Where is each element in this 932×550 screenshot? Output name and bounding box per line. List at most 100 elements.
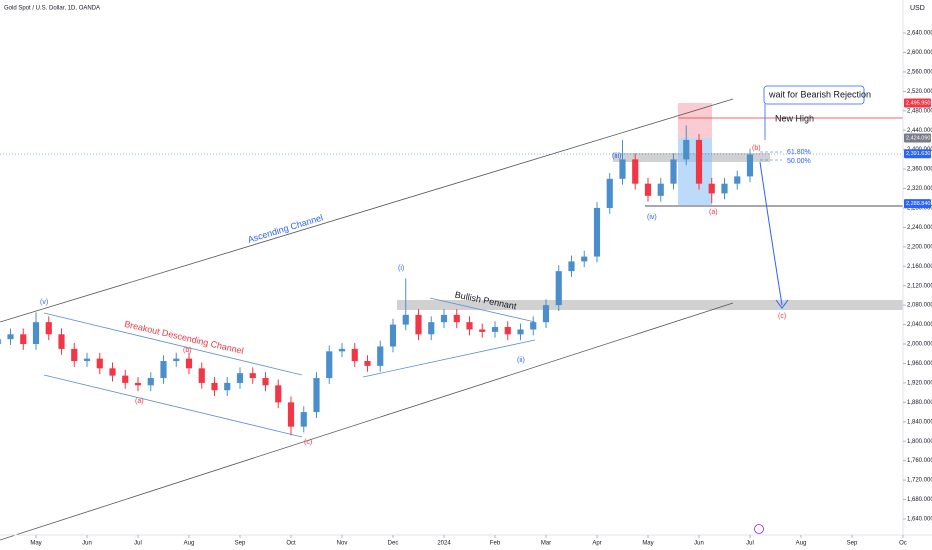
price-label: 2,424.090 bbox=[906, 135, 930, 141]
candle bbox=[466, 316, 473, 336]
price-label: 2,288.840 bbox=[906, 201, 930, 207]
pennant-upper bbox=[429, 297, 536, 323]
y-tick-label: 1,880.000 bbox=[907, 400, 932, 406]
candle-body bbox=[45, 322, 52, 335]
candle-body bbox=[389, 324, 397, 347]
candle bbox=[96, 352, 103, 375]
reward-box bbox=[678, 138, 712, 205]
y-tick-label: 2,640.000 bbox=[907, 31, 932, 37]
wave-labels: (v) (a) (b) (c) (i) (ii) (iii) (iv) (a) … bbox=[40, 145, 786, 446]
candle bbox=[708, 177, 715, 204]
candle-body bbox=[351, 348, 358, 362]
wave-label: (v) bbox=[40, 299, 48, 306]
x-tick-label: Mar bbox=[541, 541, 551, 547]
candle-body bbox=[530, 322, 537, 330]
candle bbox=[504, 321, 511, 341]
x-tick-label: Aug bbox=[184, 541, 195, 547]
candle bbox=[491, 321, 499, 338]
event-icon[interactable] bbox=[754, 524, 764, 534]
candle-body bbox=[695, 139, 703, 184]
x-tick-label: Apr bbox=[592, 541, 601, 547]
channel-lower bbox=[0, 302, 734, 541]
candle bbox=[262, 372, 269, 392]
candle-body bbox=[440, 314, 448, 323]
candle bbox=[581, 250, 588, 268]
candle-body bbox=[683, 139, 690, 160]
candle bbox=[122, 369, 129, 389]
x-tick-label: Jun bbox=[82, 541, 92, 547]
candle-body bbox=[198, 368, 205, 383]
x-tick-label: 2024 bbox=[437, 541, 451, 547]
candle bbox=[670, 153, 677, 190]
candle bbox=[7, 328, 14, 346]
currency: USD bbox=[910, 5, 925, 12]
wave-label: (b) bbox=[183, 347, 192, 354]
callout-text: wait for Bearish Rejection bbox=[768, 89, 871, 99]
candle bbox=[224, 377, 231, 397]
candle-body bbox=[734, 176, 741, 184]
candle bbox=[147, 372, 154, 392]
x-tick-label: Jul bbox=[134, 541, 142, 547]
y-tick-label: 2,360.000 bbox=[907, 167, 932, 173]
y-tick-label: 1,720.000 bbox=[907, 478, 932, 484]
candle bbox=[326, 345, 333, 384]
y-tick-label: 2,200.000 bbox=[907, 244, 932, 250]
x-tick-label: Jun bbox=[694, 541, 704, 547]
candle-body bbox=[224, 382, 231, 391]
candle bbox=[32, 312, 40, 350]
candle bbox=[542, 299, 550, 328]
candle-body bbox=[721, 183, 728, 194]
candle-body bbox=[338, 348, 346, 352]
candle-body bbox=[593, 207, 601, 257]
candle-body bbox=[517, 329, 524, 335]
risk-box bbox=[678, 103, 712, 138]
y-tick-label: 2,480.000 bbox=[907, 108, 932, 114]
y-tick-label: 1,760.000 bbox=[907, 458, 932, 464]
wave-label: (c) bbox=[304, 439, 312, 446]
desc-channel-lower bbox=[43, 374, 303, 438]
candle bbox=[593, 202, 601, 263]
candle-body bbox=[619, 159, 626, 179]
wave-label: (b) bbox=[752, 145, 761, 152]
candle bbox=[45, 316, 52, 341]
candle-body bbox=[7, 334, 14, 340]
candle bbox=[275, 379, 282, 409]
y-tick-label: 1,840.000 bbox=[907, 419, 932, 425]
candle-body bbox=[568, 261, 575, 272]
candle-body bbox=[300, 412, 307, 427]
x-tick-label: Aug bbox=[796, 541, 807, 547]
price-label-bg bbox=[904, 199, 931, 209]
wave-label: (iv) bbox=[647, 214, 657, 221]
candle bbox=[211, 377, 218, 397]
candle-body bbox=[606, 178, 613, 208]
callout-box bbox=[763, 85, 865, 105]
y-tick-label: 2,160.000 bbox=[907, 264, 932, 270]
x-tick-label: Sep bbox=[847, 541, 858, 547]
candle-body bbox=[147, 378, 154, 386]
candle bbox=[606, 172, 613, 214]
candle-body bbox=[71, 348, 78, 362]
candle bbox=[530, 316, 537, 336]
price-label-bg bbox=[904, 133, 931, 143]
wave-label: (c) bbox=[778, 313, 786, 320]
y-tick-label: 2,240.000 bbox=[907, 225, 932, 231]
candle bbox=[695, 134, 703, 190]
y-tick-label: 2,320.000 bbox=[907, 186, 932, 192]
price-label: 2,495.950 bbox=[906, 100, 930, 106]
candle-body bbox=[122, 375, 129, 383]
candle-body bbox=[746, 154, 754, 177]
candle bbox=[721, 177, 728, 200]
desc-channel-upper bbox=[43, 312, 303, 376]
candle-body bbox=[275, 385, 282, 403]
wave-label: (a) bbox=[135, 398, 144, 405]
x-tick-label: Oc bbox=[899, 541, 907, 547]
chart-title: Gold Spot / U.S. Dollar, 1D, OANDA bbox=[4, 6, 100, 12]
y-tick-label: 2,560.000 bbox=[907, 69, 932, 75]
candle bbox=[83, 352, 91, 367]
price-label: 2,391.630 bbox=[906, 151, 930, 157]
candle-body bbox=[96, 358, 103, 369]
y-tick-label: 1,640.000 bbox=[907, 517, 932, 523]
wave-label: (a) bbox=[709, 209, 718, 216]
candle-body bbox=[83, 358, 91, 362]
